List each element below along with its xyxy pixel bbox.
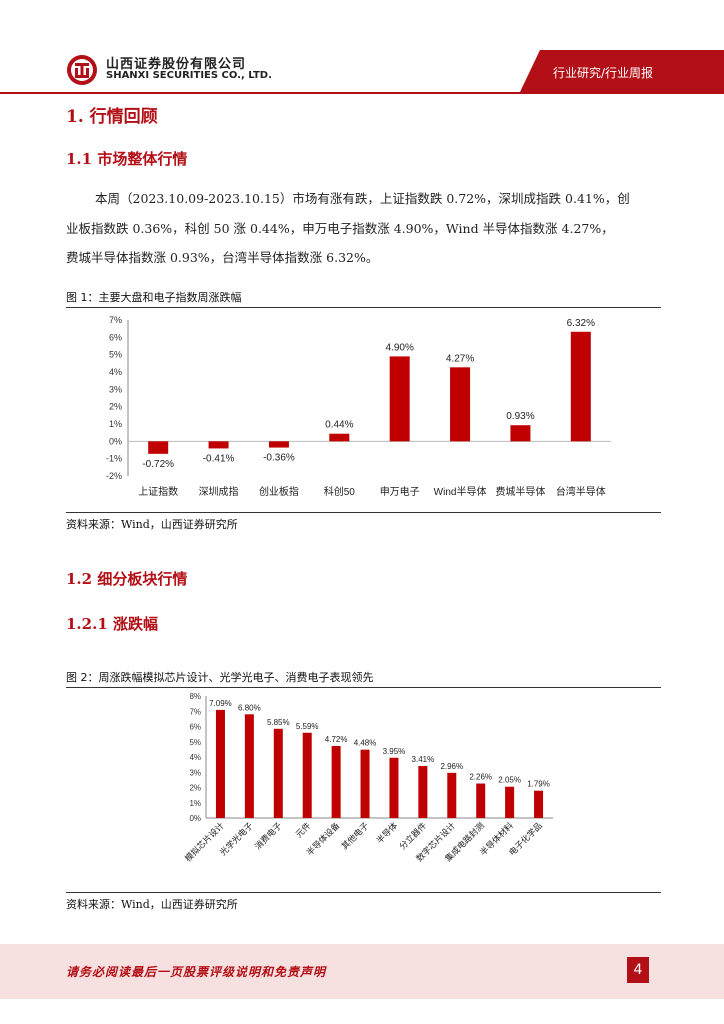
bar — [148, 441, 169, 454]
figure-2-source: 资料来源：Wind，山西证券研究所 — [66, 898, 238, 911]
data-label: 6.80% — [238, 703, 261, 712]
figure-2-chart: 8%7%6%5%4%3%2%1%0%7.09%模拟芯片设计6.80%光学光电子5… — [183, 692, 553, 863]
bar — [389, 356, 410, 442]
bar — [329, 433, 350, 442]
data-label: 4.27% — [446, 353, 474, 364]
figure-1-chart: 7% 6% 5% 4% 3% 2% 1% 0% -1% -2% -0.72% 上证指数 -0.41% 深圳… — [106, 315, 611, 498]
company-logo-icon — [67, 55, 97, 85]
data-label: 2.96% — [440, 762, 463, 771]
bar — [450, 367, 471, 442]
bar — [570, 331, 591, 442]
body-paragraph-line-2: 业板指数跌 0.36%，科创 50 涨 0.44%，申万电子指数涨 4.90%，… — [66, 221, 614, 236]
data-label: 3.95% — [383, 747, 406, 756]
figure-1-source: 资料来源：Wind，山西证券研究所 — [66, 518, 238, 531]
bar — [273, 728, 283, 818]
y-tick-label: 2% — [109, 402, 122, 412]
y-tick-label: 6% — [109, 332, 122, 342]
bar — [505, 786, 515, 818]
bar — [360, 749, 370, 818]
y-tick-label: 3% — [189, 768, 201, 777]
data-label: 1.79% — [527, 780, 550, 789]
bar — [534, 790, 544, 818]
data-label: 4.72% — [325, 735, 348, 744]
y-tick-label: 8% — [189, 692, 201, 701]
x-tick-label: 元件 — [294, 820, 313, 839]
report-type-tab — [520, 50, 724, 92]
y-tick-label: 0% — [109, 436, 122, 446]
body-paragraph-line-1: 本周（2023.10.09-2023.10.15）市场有涨有跌，上证指数跌 0.… — [95, 191, 630, 206]
y-tick-label: 1% — [109, 419, 122, 429]
data-label: 5.59% — [296, 722, 319, 731]
y-tick-label: 3% — [109, 384, 122, 394]
figure-2-top-rule — [66, 687, 661, 688]
data-label: 5.85% — [267, 718, 290, 727]
body-paragraph-line-3: 费城半导体指数涨 0.93%，台湾半导体指数涨 6.32%。 — [66, 250, 379, 265]
x-tick-label: Wind半导体 — [434, 485, 487, 498]
data-label: 2.05% — [498, 776, 521, 785]
x-tick-label: 其他电子 — [339, 820, 370, 851]
data-label: 4.90% — [386, 342, 414, 353]
company-name-en: SHANXI SECURITIES CO., LTD. — [106, 70, 272, 81]
data-label: -0.72% — [142, 459, 174, 470]
bar — [208, 441, 229, 449]
data-label: 2.26% — [469, 773, 492, 782]
y-tick-label: 2% — [189, 784, 201, 793]
disclaimer-notice: 请务必阅读最后一页股票评级说明和免责声明 — [66, 965, 327, 979]
report-type-label: 行业研究/行业周报 — [553, 66, 654, 80]
x-tick-label: 上证指数 — [138, 485, 178, 498]
figure-1-bottom-rule — [66, 512, 661, 513]
y-tick-label: 5% — [109, 350, 122, 360]
y-tick-label: 5% — [189, 738, 201, 747]
bar — [268, 441, 289, 448]
y-tick-label: 7% — [109, 315, 122, 325]
y-tick-label: -2% — [106, 471, 122, 481]
bar — [389, 757, 399, 818]
data-label: -0.41% — [203, 453, 235, 464]
data-label: 6.32% — [567, 318, 595, 329]
header-rule — [0, 92, 724, 94]
y-tick-label: -1% — [106, 454, 122, 464]
data-label: 4.48% — [354, 739, 377, 748]
x-tick-label: 台湾半导体 — [556, 485, 606, 498]
x-tick-label: 半导体 — [374, 820, 399, 845]
data-label: -0.36% — [263, 453, 295, 464]
figure-1-title: 图 1：主要大盘和电子指数周涨跌幅 — [66, 291, 242, 304]
bar — [244, 714, 254, 818]
data-label: 3.41% — [412, 755, 435, 764]
data-label: 7.09% — [209, 699, 232, 708]
bar — [476, 783, 486, 818]
x-tick-label: 消费电子 — [253, 820, 284, 851]
figure-2-bottom-rule — [66, 892, 661, 893]
x-tick-label: 深圳成指 — [199, 485, 239, 498]
company-name-cn: 山西证券股份有限公司 — [106, 57, 247, 72]
y-tick-label: 7% — [189, 707, 201, 716]
bar — [331, 746, 341, 818]
section-1-2-1-title: 1.2.1 涨跌幅 — [66, 615, 158, 633]
y-tick-label: 1% — [189, 799, 201, 808]
bar — [510, 425, 531, 442]
bar — [302, 732, 312, 818]
x-tick-label: 模拟芯片设计 — [183, 820, 226, 863]
bar — [215, 709, 225, 818]
x-tick-label: 科创50 — [324, 485, 356, 498]
y-tick-label: 4% — [109, 367, 122, 377]
y-tick-label: 0% — [189, 814, 201, 823]
data-label: 0.93% — [506, 411, 534, 422]
bar — [418, 765, 428, 818]
figure-1-top-rule — [66, 307, 661, 308]
x-tick-label: 费城半导体 — [495, 485, 545, 498]
x-tick-label: 申万电子 — [380, 485, 420, 498]
y-tick-label: 6% — [189, 723, 201, 732]
y-tick-label: 4% — [189, 753, 201, 762]
data-label: 0.44% — [325, 420, 353, 431]
footer-band — [0, 944, 724, 999]
section-1-title: 1. 行情回顾 — [66, 107, 158, 127]
figure-2-title: 图 2：周涨跌幅模拟芯片设计、光学光电子、消费电子表现领先 — [66, 671, 374, 684]
page-number: 4 — [627, 957, 649, 983]
section-1-2-title: 1.2 细分板块行情 — [66, 570, 188, 588]
bar — [447, 772, 457, 818]
section-1-1-title: 1.1 市场整体行情 — [66, 150, 188, 168]
x-tick-label: 创业板指 — [259, 485, 299, 498]
